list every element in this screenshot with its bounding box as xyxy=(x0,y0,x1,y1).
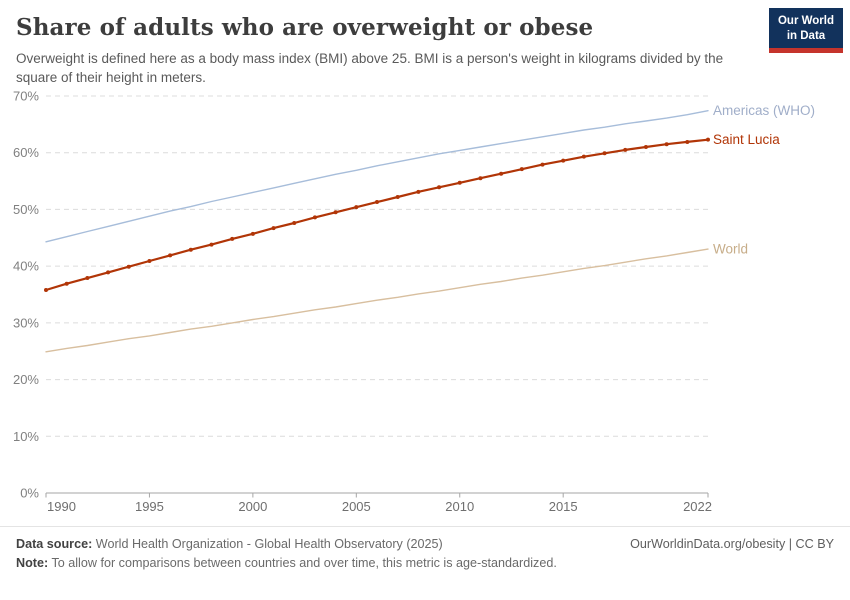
note-label: Note: xyxy=(16,555,49,570)
chart-area: 0% 10% 20% 30% 40% 50% 60% 70% 1990 1995 2000 2005 2… xyxy=(0,81,850,526)
marker-saint-lucia-1999[interactable] xyxy=(230,236,235,241)
marker-saint-lucia-2007[interactable] xyxy=(395,194,400,199)
marker-saint-lucia-2014[interactable] xyxy=(540,162,545,167)
y-tick-label-60%: 60% xyxy=(13,145,39,160)
marker-saint-lucia-2009[interactable] xyxy=(437,185,442,190)
marker-saint-lucia-1997[interactable] xyxy=(188,247,193,252)
x-tick-label-2010: 2010 xyxy=(445,499,474,514)
x-tick-label-2022: 2022 xyxy=(683,499,712,514)
y-tick-label-70%: 70% xyxy=(13,89,39,104)
marker-saint-lucia-2015[interactable] xyxy=(561,158,566,163)
marker-saint-lucia-1992[interactable] xyxy=(85,276,90,281)
y-tick-label-10%: 10% xyxy=(13,429,39,444)
marker-saint-lucia-2022[interactable] xyxy=(706,137,710,142)
marker-saint-lucia-1991[interactable] xyxy=(64,281,69,286)
marker-saint-lucia-2003[interactable] xyxy=(312,215,317,220)
line-americas-who[interactable] xyxy=(45,110,709,243)
marker-saint-lucia-1995[interactable] xyxy=(147,259,152,264)
x-tick-label-1990: 1990 xyxy=(47,499,76,514)
marker-saint-lucia-2002[interactable] xyxy=(292,221,297,226)
note-line: Note: To allow for comparisons between c… xyxy=(16,554,834,573)
owid-logo[interactable]: Our World in Data xyxy=(769,8,843,53)
marker-saint-lucia-2005[interactable] xyxy=(354,205,359,210)
x-tick-label-1995: 1995 xyxy=(135,499,164,514)
y-tick-label-40%: 40% xyxy=(13,259,39,274)
chart-footer: Data source: World Health Organization -… xyxy=(0,526,850,573)
page-title: Share of adults who are overweight or ob… xyxy=(16,14,594,41)
marker-saint-lucia-2008[interactable] xyxy=(416,189,421,194)
note-text: To allow for comparisons between countri… xyxy=(48,555,557,570)
marker-saint-lucia-1996[interactable] xyxy=(168,253,173,258)
line-world[interactable] xyxy=(45,248,709,353)
marker-saint-lucia-1993[interactable] xyxy=(106,270,111,275)
chart-header: Share of adults who are overweight or ob… xyxy=(0,0,850,85)
x-tick-label-2015: 2015 xyxy=(549,499,578,514)
marker-saint-lucia-2006[interactable] xyxy=(375,200,379,205)
marker-saint-lucia-2018[interactable] xyxy=(623,147,628,152)
line-chart: 0% 10% 20% 30% 40% 50% 60% 70% 1990 1995 2000 2005 2… xyxy=(13,89,815,515)
marker-saint-lucia-2010[interactable] xyxy=(457,180,462,185)
marker-saint-lucia-1990[interactable] xyxy=(44,287,48,292)
x-tick-label-2005: 2005 xyxy=(342,499,371,514)
owid-logo-line1: Our World xyxy=(777,15,834,27)
series-label-saint-lucia[interactable]: Saint Lucia xyxy=(713,132,780,147)
y-tick-label-30%: 30% xyxy=(13,315,39,330)
y-tick-label-0%: 0% xyxy=(20,486,39,501)
marker-saint-lucia-2012[interactable] xyxy=(499,171,504,176)
chart-subtitle: Overweight is defined here as a body mas… xyxy=(16,51,724,86)
data-source-line: Data source: World Health Organization -… xyxy=(16,535,443,554)
marker-saint-lucia-2011[interactable] xyxy=(478,176,483,181)
marker-saint-lucia-1998[interactable] xyxy=(209,242,214,247)
series-label-world[interactable]: World xyxy=(713,242,748,257)
marker-saint-lucia-2019[interactable] xyxy=(643,145,648,150)
marker-saint-lucia-2004[interactable] xyxy=(333,210,338,215)
marker-saint-lucia-1994[interactable] xyxy=(126,264,131,269)
marker-saint-lucia-2021[interactable] xyxy=(685,139,690,144)
marker-saint-lucia-2017[interactable] xyxy=(602,151,607,156)
owid-logo-line2: in Data xyxy=(786,29,826,42)
x-tick-label-2000: 2000 xyxy=(238,499,267,514)
data-source-label: Data source: xyxy=(16,537,93,551)
data-source-text: World Health Organization - Global Healt… xyxy=(92,537,443,551)
y-tick-label-50%: 50% xyxy=(13,202,39,217)
marker-saint-lucia-2001[interactable] xyxy=(271,226,276,231)
marker-saint-lucia-2013[interactable] xyxy=(519,167,524,172)
marker-saint-lucia-2016[interactable] xyxy=(581,154,586,159)
marker-saint-lucia-2020[interactable] xyxy=(664,142,669,147)
y-tick-label-20%: 20% xyxy=(13,372,39,387)
credit-link[interactable]: OurWorldinData.org/obesity | CC BY xyxy=(630,537,834,551)
series-label-americas-who[interactable]: Americas (WHO) xyxy=(713,103,815,118)
marker-saint-lucia-2000[interactable] xyxy=(250,231,255,236)
line-saint-lucia[interactable] xyxy=(44,138,710,292)
